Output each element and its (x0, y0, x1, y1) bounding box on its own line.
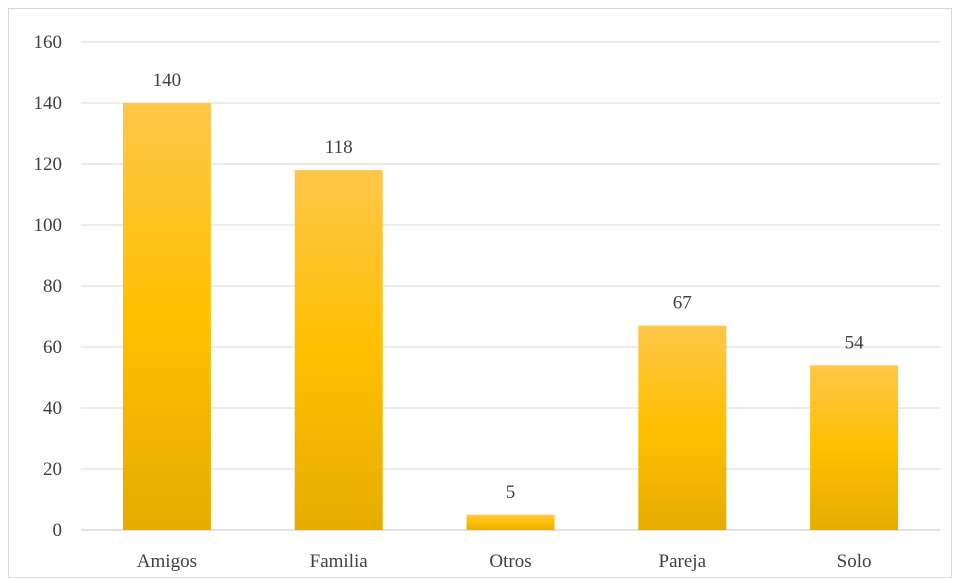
data-labels: 140 118 5 67 54 (153, 70, 864, 503)
data-label-solo: 54 (845, 332, 865, 353)
y-tick-label: 120 (34, 154, 63, 175)
y-tick-label: 20 (43, 459, 62, 480)
bar-amigos (122, 103, 211, 530)
y-tick-label: 40 (43, 398, 62, 419)
x-tick-label-solo: Solo (837, 551, 872, 572)
x-tick-label-pareja: Pareja (659, 551, 707, 572)
data-label-familia: 118 (325, 137, 353, 158)
data-label-otros: 5 (506, 482, 516, 503)
bar-solo (810, 365, 899, 530)
data-label-pareja: 67 (673, 293, 692, 314)
y-tick-label: 140 (34, 93, 63, 114)
y-axis-tick-labels: 0 20 40 60 80 100 120 140 160 (34, 32, 63, 541)
x-tick-label-otros: Otros (489, 551, 531, 572)
x-tick-label-amigos: Amigos (137, 551, 197, 572)
y-tick-label: 100 (34, 215, 63, 236)
gridlines (81, 41, 940, 531)
y-tick-label: 160 (34, 32, 63, 53)
bars (122, 103, 899, 530)
x-axis-tick-labels: Amigos Familia Otros Pareja Solo (137, 551, 872, 572)
bar-pareja (638, 325, 727, 530)
bar-otros (466, 514, 555, 530)
y-tick-label: 80 (43, 276, 62, 297)
x-tick-label-familia: Familia (310, 551, 369, 572)
bar-familia (294, 170, 383, 530)
data-label-amigos: 140 (153, 70, 182, 91)
y-tick-label: 60 (43, 337, 62, 358)
y-tick-label: 0 (53, 520, 63, 541)
